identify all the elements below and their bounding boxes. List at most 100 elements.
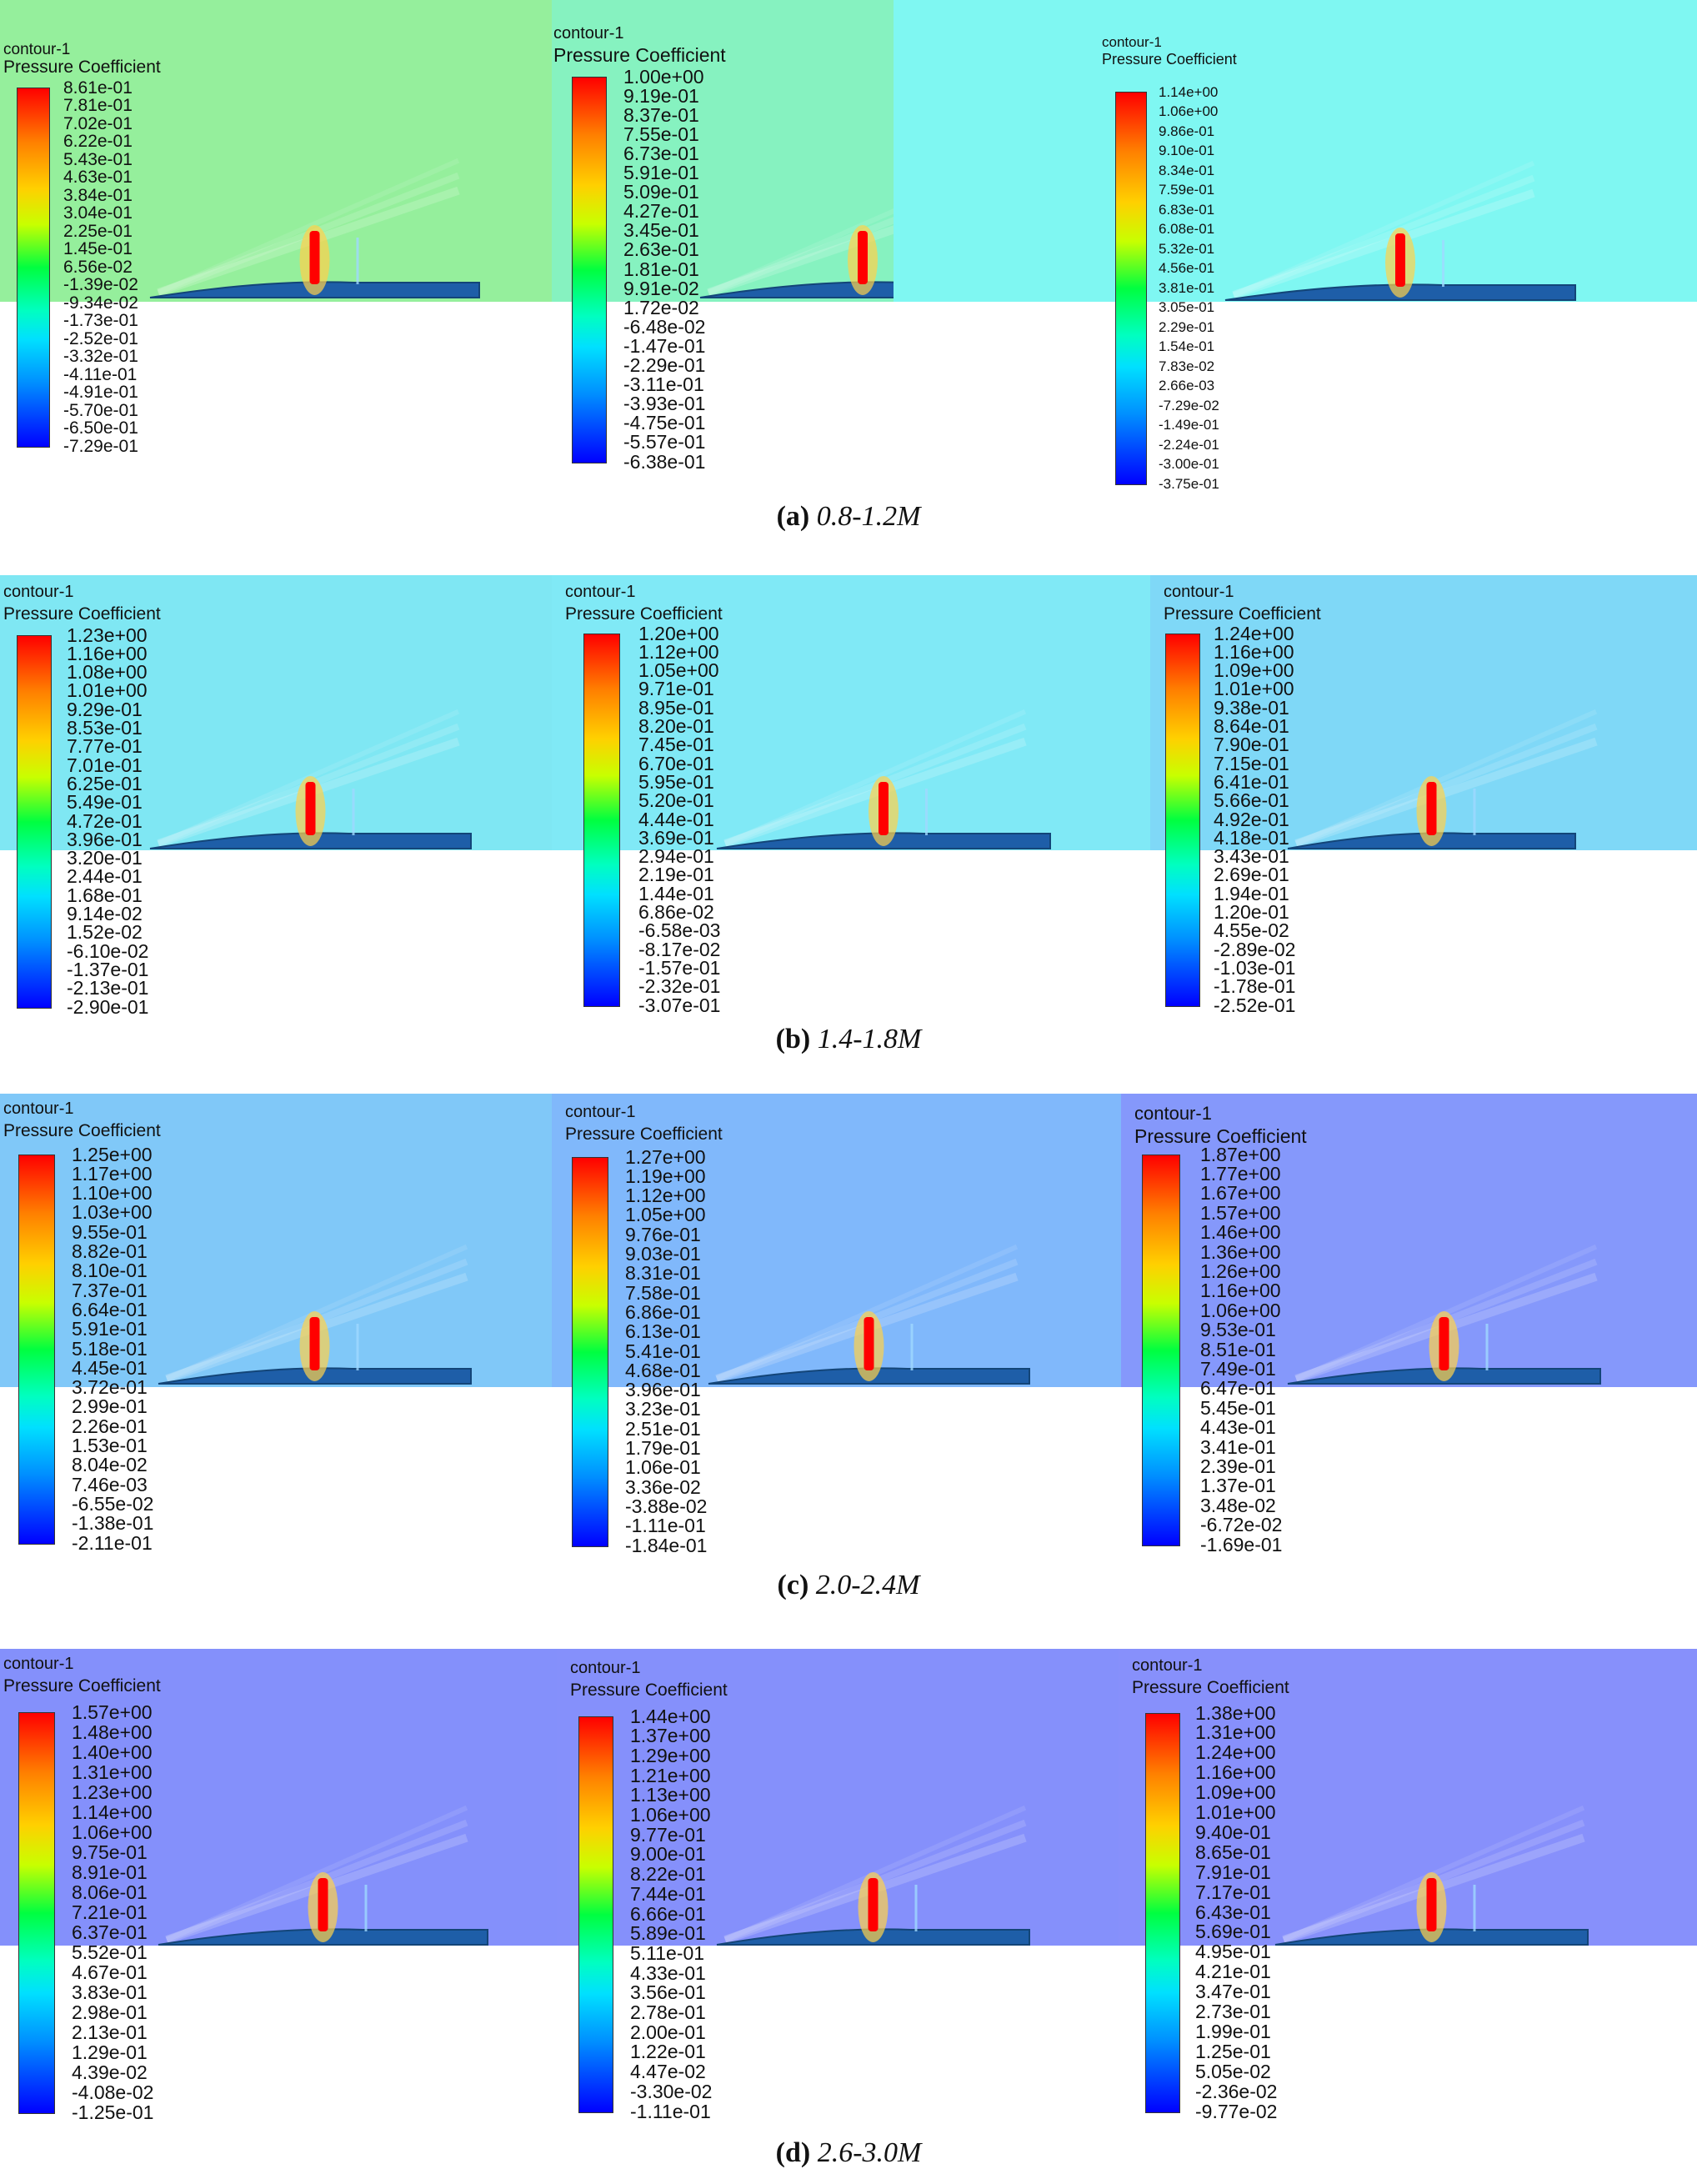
colorbar-tick-label: 3.96e-01: [625, 1379, 701, 1401]
colorbar-tick-label: 4.63e-01: [63, 168, 133, 187]
colorbar-tick-label: 1.21e+00: [630, 1764, 711, 1786]
colorbar-tick-label: 9.76e-01: [625, 1223, 701, 1245]
colorbar-tick-label: 5.89e-01: [630, 1922, 706, 1945]
colorbar-tick-label: 4.47e-02: [630, 2061, 706, 2083]
colorbar-tick-label: 7.58e-01: [625, 1281, 701, 1304]
colorbar-tick-label: 8.06e-01: [72, 1881, 148, 1903]
colorbar-tick-label: 3.04e-01: [63, 203, 133, 223]
contour-title: contour-1: [565, 583, 636, 601]
colorbar-tick-label: -2.11e-01: [72, 1531, 153, 1554]
colorbar-tick-label: 1.09e+00: [1214, 659, 1294, 682]
colorbar-tick-label: 5.52e-01: [72, 1941, 148, 1963]
colorbar-tick-label: 1.46e+00: [1200, 1221, 1281, 1244]
colorbar-tick-label: 3.45e-01: [623, 219, 699, 242]
colorbar-tick-label: -5.57e-01: [623, 431, 706, 453]
colorbar-tick-label: -2.52e-01: [63, 328, 138, 348]
colorbar-tick-label: 9.03e-01: [625, 1243, 701, 1265]
jet-plume: [858, 231, 868, 284]
colorbar-tick-label: 1.01e+00: [1195, 1801, 1276, 1823]
colorbar-tick-label: -1.49e-01: [1159, 417, 1219, 433]
colorbar-tick-label: 9.29e-01: [67, 698, 143, 720]
colorbar-tick-label: -1.03e-01: [1214, 956, 1296, 979]
colorbar-tick-label: 6.22e-01: [63, 132, 133, 151]
colorbar-tick-label: 3.20e-01: [67, 847, 143, 869]
colorbar-tick-label: 2.94e-01: [638, 845, 714, 868]
caption-range: 2.0-2.4M: [815, 1570, 920, 1600]
colorbar-tick-label: 6.43e-01: [1195, 1901, 1271, 1923]
colorbar-tick-label: 5.69e-01: [1195, 1921, 1271, 1943]
colorbar-tick-label: 5.91e-01: [623, 162, 699, 183]
colorbar-tick-label: -2.52e-01: [1214, 994, 1296, 1016]
colorbar-tick-label: 8.82e-01: [72, 1240, 148, 1262]
colorbar-tick-label: 1.57e+00: [72, 1701, 153, 1723]
colorbar-tick-label: 9.91e-02: [623, 277, 699, 299]
colorbar: [572, 1157, 608, 1547]
colorbar-tick-label: 1.24e+00: [1195, 1741, 1276, 1764]
colorbar-tick-label: -2.32e-01: [638, 975, 721, 998]
colorbar-tick-label: 7.55e-01: [623, 123, 699, 145]
colorbar: [1165, 634, 1200, 1007]
colorbar-tick-label: 7.17e-01: [1195, 1881, 1271, 1903]
flow-field: [1274, 1805, 1589, 1946]
contour-panel: [1121, 1094, 1697, 1387]
colorbar-tick-label: 1.23e+00: [72, 1781, 153, 1803]
contour-title: contour-1: [1134, 1103, 1212, 1124]
jet-plume: [309, 1317, 320, 1370]
colorbar-tick-label: 2.26e-01: [72, 1415, 148, 1437]
colorbar-tick-label: -1.69e-01: [1200, 1533, 1283, 1555]
colorbar-tick-label: 8.22e-01: [630, 1863, 706, 1886]
colorbar-tick-label: 8.53e-01: [67, 717, 143, 739]
contour-panel: [552, 575, 1150, 850]
colorbar-tick-label: 7.59e-01: [1159, 182, 1215, 198]
colorbar-tick-label: 1.31e+00: [72, 1761, 153, 1783]
colorbar-tick-label: 6.08e-01: [1159, 221, 1215, 237]
caption-range: 2.6-3.0M: [817, 2137, 922, 2168]
colorbar-tick-label: 1.44e-01: [638, 882, 714, 904]
contour-title: contour-1: [1164, 583, 1234, 601]
colorbar-tick-label: 7.02e-01: [63, 113, 133, 133]
contour-title: contour-1: [3, 1100, 74, 1118]
contour-title: contour-1: [3, 583, 74, 601]
colorbar-tick-label: 1.05e+00: [625, 1204, 706, 1226]
colorbar-tick-label: 4.56e-01: [1159, 260, 1215, 276]
colorbar-tick-label: 1.36e+00: [1200, 1240, 1281, 1263]
colorbar-tick-label: 5.66e-01: [1214, 789, 1289, 812]
contour-title: contour-1: [3, 41, 71, 58]
colorbar-tick-label: 2.19e-01: [638, 864, 714, 886]
quantity-label: Pressure Coefficient: [3, 58, 161, 77]
colorbar-tick-label: 1.06e+00: [1200, 1299, 1281, 1321]
jet-plume: [1439, 1317, 1449, 1370]
colorbar-tick-label: 7.46e-03: [72, 1473, 148, 1495]
colorbar-tick-label: 5.05e-02: [1195, 2060, 1271, 2082]
colorbar-tick-label: 9.14e-02: [67, 903, 143, 924]
caption-letter: (c): [777, 1570, 809, 1600]
vehicle-body: [699, 281, 894, 298]
contour-panel: [0, 0, 552, 302]
colorbar: [18, 1155, 55, 1545]
downstream-plate: [1442, 240, 1444, 287]
colorbar-tick-label: -1.78e-01: [1214, 975, 1296, 998]
flow-field: [158, 1244, 472, 1385]
colorbar-tick-label: 7.37e-01: [72, 1279, 148, 1301]
colorbar: [18, 1712, 55, 2114]
colorbar-tick-label: 7.91e-01: [1195, 1861, 1271, 1883]
colorbar-tick-label: 1.29e+00: [630, 1744, 711, 1766]
colorbar-tick-label: 1.67e+00: [1200, 1182, 1281, 1205]
colorbar-tick-label: 7.44e-01: [630, 1882, 706, 1905]
colorbar-tick-label: -9.77e-02: [1195, 2100, 1278, 2122]
colorbar-tick-label: -6.38e-01: [623, 450, 706, 473]
colorbar-tick-label: 4.27e-01: [623, 200, 699, 223]
colorbar-tick-label: -2.13e-01: [67, 977, 149, 999]
contour-title: contour-1: [553, 24, 624, 43]
colorbar-tick-label: 8.04e-02: [72, 1454, 148, 1476]
quantity-label: Pressure Coefficient: [1164, 604, 1321, 624]
colorbar-tick-label: -4.91e-01: [63, 383, 138, 402]
colorbar-tick-label: 3.56e-01: [630, 1981, 706, 2004]
downstream-plate: [356, 238, 359, 284]
colorbar-tick-label: -3.32e-01: [63, 347, 138, 366]
contour-panel: [552, 0, 894, 302]
colorbar-tick-label: 9.55e-01: [72, 1220, 148, 1243]
colorbar-tick-label: -1.11e-01: [625, 1515, 706, 1537]
colorbar-tick-label: 2.98e-01: [72, 2001, 148, 2023]
caption-letter: (b): [775, 1024, 811, 1054]
